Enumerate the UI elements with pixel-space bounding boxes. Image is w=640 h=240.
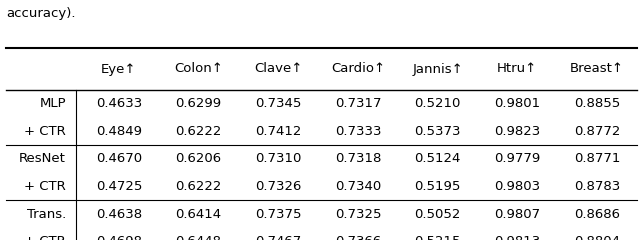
- Text: 0.5052: 0.5052: [415, 208, 461, 221]
- Text: 0.6222: 0.6222: [175, 125, 222, 138]
- Text: 0.8771: 0.8771: [574, 152, 620, 166]
- Text: accuracy).: accuracy).: [6, 7, 76, 20]
- Text: + CTR: + CTR: [24, 180, 66, 193]
- Text: 0.8686: 0.8686: [574, 208, 620, 221]
- Text: 0.7317: 0.7317: [335, 97, 381, 110]
- Text: 0.4638: 0.4638: [96, 208, 142, 221]
- Text: 0.7412: 0.7412: [255, 125, 301, 138]
- Text: Trans.: Trans.: [27, 208, 66, 221]
- Text: 0.6299: 0.6299: [175, 97, 221, 110]
- Text: 0.7467: 0.7467: [255, 235, 301, 240]
- Text: 0.6206: 0.6206: [175, 152, 221, 166]
- Text: Eye↑: Eye↑: [101, 62, 137, 76]
- Text: 0.5373: 0.5373: [414, 125, 461, 138]
- Text: 0.4633: 0.4633: [96, 97, 142, 110]
- Text: 0.8804: 0.8804: [574, 235, 620, 240]
- Text: 0.6448: 0.6448: [175, 235, 221, 240]
- Text: Clave↑: Clave↑: [254, 62, 303, 76]
- Text: Jannis↑: Jannis↑: [412, 62, 463, 76]
- Text: 0.8772: 0.8772: [574, 125, 620, 138]
- Text: 0.5124: 0.5124: [415, 152, 461, 166]
- Text: Htru↑: Htru↑: [497, 62, 538, 76]
- Text: 0.8783: 0.8783: [574, 180, 620, 193]
- Text: 0.8855: 0.8855: [574, 97, 620, 110]
- Text: 0.6414: 0.6414: [175, 208, 221, 221]
- Text: 0.5195: 0.5195: [415, 180, 461, 193]
- Text: MLP: MLP: [40, 97, 66, 110]
- Text: 0.7325: 0.7325: [335, 208, 381, 221]
- Text: + CTR: + CTR: [24, 125, 66, 138]
- Text: ResNet: ResNet: [19, 152, 66, 166]
- Text: Breast↑: Breast↑: [570, 62, 624, 76]
- Text: 0.6222: 0.6222: [175, 180, 222, 193]
- Text: 0.7326: 0.7326: [255, 180, 301, 193]
- Text: 0.4725: 0.4725: [96, 180, 142, 193]
- Text: 0.9779: 0.9779: [494, 152, 540, 166]
- Text: 0.7345: 0.7345: [255, 97, 301, 110]
- Text: 0.4849: 0.4849: [96, 125, 142, 138]
- Text: 0.4698: 0.4698: [96, 235, 142, 240]
- Text: 0.9803: 0.9803: [494, 180, 540, 193]
- Text: 0.5215: 0.5215: [414, 235, 461, 240]
- Text: + CTR: + CTR: [24, 235, 66, 240]
- Text: 0.9807: 0.9807: [494, 208, 540, 221]
- Text: 0.5210: 0.5210: [415, 97, 461, 110]
- Text: 0.7310: 0.7310: [255, 152, 301, 166]
- Text: 0.9813: 0.9813: [494, 235, 540, 240]
- Text: 0.9823: 0.9823: [494, 125, 540, 138]
- Text: 0.7340: 0.7340: [335, 180, 381, 193]
- Text: 0.7318: 0.7318: [335, 152, 381, 166]
- Text: 0.9801: 0.9801: [494, 97, 540, 110]
- Text: 0.7375: 0.7375: [255, 208, 301, 221]
- Text: Colon↑: Colon↑: [174, 62, 223, 76]
- Text: 0.4670: 0.4670: [96, 152, 142, 166]
- Text: 0.7333: 0.7333: [335, 125, 381, 138]
- Text: Cardio↑: Cardio↑: [331, 62, 385, 76]
- Text: 0.7366: 0.7366: [335, 235, 381, 240]
